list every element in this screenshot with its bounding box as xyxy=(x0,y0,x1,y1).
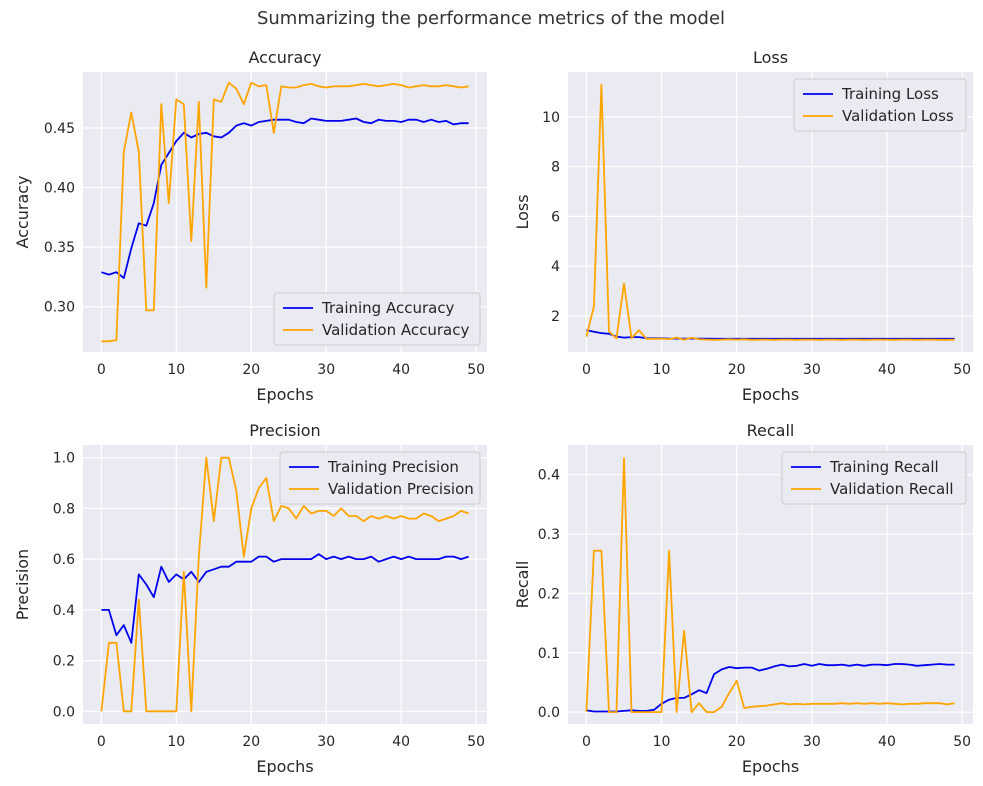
subplot-loss: 0 10 20 30 40 50 2 4 6 8 10 Loss Epochs Loss Training … xyxy=(513,48,973,404)
subplot-precision: 0 10 20 30 40 50 0.0 0.2 0.4 0.6 0.8 1.0 Precision Ep… xyxy=(13,421,487,776)
y-tick-label: 0.2 xyxy=(53,654,75,670)
x-tick-label: 20 xyxy=(242,362,260,378)
x-tick-label: 40 xyxy=(392,362,410,378)
y-tick-label: 0.30 xyxy=(44,300,75,316)
legend-label: Training Recall xyxy=(829,458,939,476)
y-tick-label: 0.8 xyxy=(53,501,75,517)
x-axis-label: Epochs xyxy=(742,757,799,776)
legend-label: Validation Accuracy xyxy=(322,321,469,339)
subplot-recall: 0 10 20 30 40 50 0.0 0.1 0.2 0.3 0.4 Recall Epochs Re… xyxy=(513,421,973,776)
x-tick-label: 30 xyxy=(317,734,335,750)
series-line-validation xyxy=(585,83,955,341)
x-tick-label: 30 xyxy=(803,362,821,378)
y-axis-label: Accuracy xyxy=(13,175,32,248)
y-tick-label: 0.1 xyxy=(538,646,560,662)
x-tick-label: 20 xyxy=(728,362,746,378)
legend: Training Recall Validation Recall xyxy=(781,451,967,505)
subplot-title: Accuracy xyxy=(248,48,321,67)
series-line-training xyxy=(586,663,955,713)
x-tick-label: 10 xyxy=(167,362,185,378)
legend-box xyxy=(793,78,967,132)
series-line-training xyxy=(101,117,469,280)
subplot-accuracy: 0 10 20 30 40 50 0.30 0.35 0.40 0.45 Accuracy Epoch… xyxy=(13,48,487,404)
y-tick-label: 4 xyxy=(551,259,560,275)
y-tick-label: 0.3 xyxy=(538,527,560,543)
legend-label: Validation Loss xyxy=(842,107,954,125)
legend-label: Validation Recall xyxy=(830,480,954,498)
panels: 0 10 20 30 40 500.300.350.400.45AccuracyEpoch… xyxy=(13,48,973,776)
x-axis-label: Epochs xyxy=(256,757,313,776)
x-tick-label: 0 xyxy=(97,362,106,378)
y-tick-label: 2 xyxy=(551,309,560,325)
legend: Training Loss Validation Loss xyxy=(793,78,967,132)
x-tick-label: 0 xyxy=(582,362,591,378)
x-tick-label: 0 xyxy=(582,734,591,750)
x-tick-label: 30 xyxy=(317,362,335,378)
x-tick-label: 20 xyxy=(728,734,746,750)
subplot-title: Precision xyxy=(249,421,320,440)
y-tick-label: 0.0 xyxy=(53,704,75,720)
x-tick-label: 20 xyxy=(242,734,260,750)
x-tick-label: 50 xyxy=(467,362,485,378)
series-line-validation xyxy=(100,456,469,713)
legend-label: Training Precision xyxy=(327,458,459,476)
x-tick-label: 30 xyxy=(803,734,821,750)
x-tick-label: 10 xyxy=(653,734,671,750)
y-axis-label: Loss xyxy=(513,194,532,229)
y-tick-label: 0.6 xyxy=(53,552,75,568)
subplot-title: Loss xyxy=(753,48,788,67)
x-tick-label: 40 xyxy=(878,734,896,750)
series-line-training xyxy=(101,553,469,644)
y-tick-label: 0.2 xyxy=(538,586,560,602)
y-tick-label: 0.45 xyxy=(44,121,75,137)
x-tick-label: 50 xyxy=(953,734,971,750)
legend: Training Precision Validation Precision xyxy=(279,451,481,505)
y-tick-label: 0.4 xyxy=(538,468,560,484)
series-line-validation xyxy=(101,81,469,343)
y-tick-label: 0.40 xyxy=(44,181,75,197)
x-axis-label: Epochs xyxy=(256,385,313,404)
legend-label: Validation Precision xyxy=(328,480,474,498)
legend-box xyxy=(279,451,481,505)
legend-label: Training Loss xyxy=(841,85,939,103)
figure-title: Summarizing the performance metrics of t… xyxy=(257,8,725,29)
legend-box xyxy=(781,451,967,505)
x-tick-label: 40 xyxy=(392,734,410,750)
x-tick-label: 10 xyxy=(167,734,185,750)
legend-box xyxy=(273,292,481,346)
y-tick-label: 0.35 xyxy=(44,240,75,256)
legend: Training Accuracy Validation Accuracy xyxy=(273,292,481,346)
series-line-validation xyxy=(585,457,955,713)
y-tick-label: 6 xyxy=(551,209,560,225)
x-tick-label: 50 xyxy=(467,734,485,750)
y-tick-label: 0.0 xyxy=(538,705,560,721)
y-axis-label: Recall xyxy=(513,561,532,609)
y-tick-label: 1.0 xyxy=(53,451,75,467)
subplot-title: Recall xyxy=(747,421,795,440)
legend-label: Training Accuracy xyxy=(321,299,455,317)
x-tick-label: 10 xyxy=(653,362,671,378)
y-tick-label: 10 xyxy=(542,110,560,126)
y-tick-label: 0.4 xyxy=(53,603,75,619)
x-axis-label: Epochs xyxy=(742,385,799,404)
y-tick-label: 8 xyxy=(551,160,560,176)
x-tick-label: 0 xyxy=(97,734,106,750)
x-tick-label: 50 xyxy=(953,362,971,378)
x-tick-label: 40 xyxy=(878,362,896,378)
y-axis-label: Precision xyxy=(13,549,32,620)
